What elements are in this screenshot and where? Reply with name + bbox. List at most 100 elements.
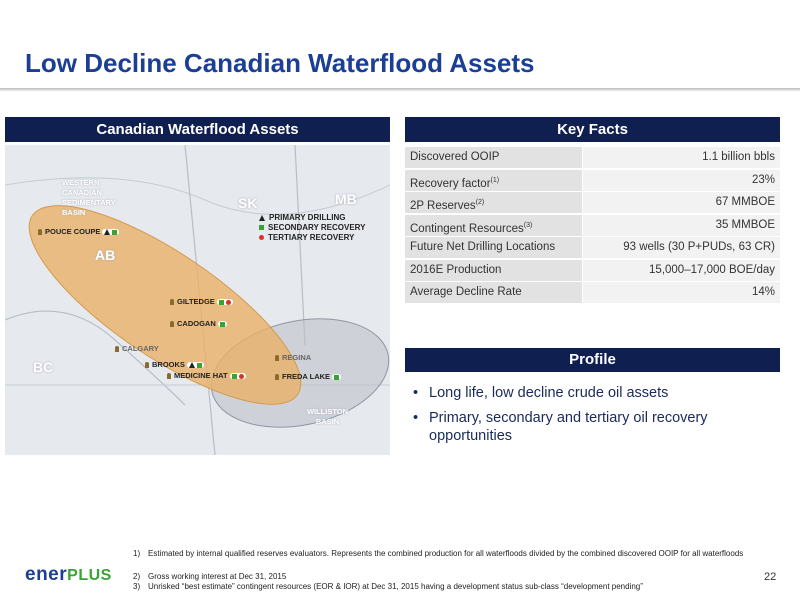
fact-label: Future Net Drilling Locations <box>410 241 556 253</box>
icon-sq <box>334 374 340 380</box>
slide-title: Low Decline Canadian Waterflood Assets <box>25 48 535 78</box>
title-rule <box>0 88 800 91</box>
fact-value: 15,000–17,000 BOE/day <box>583 259 780 281</box>
logo: enerPLUS <box>25 564 112 586</box>
footnote-text: Gross working interest at Dec 31, 2015 <box>148 572 287 581</box>
fact-label-cell: 2016E Production <box>405 259 582 281</box>
footnote-number: 3) <box>133 582 141 591</box>
footnote-text: Estimated by internal qualified reserves… <box>148 549 744 558</box>
bullet-text: Long life, low decline crude oil assets <box>429 385 669 401</box>
icon-sq <box>231 373 237 379</box>
place-label: REGINA <box>282 353 312 362</box>
fact-label: Discovered OOIP <box>410 151 500 163</box>
fact-label-cell: Recovery factor(1) <box>405 169 582 191</box>
logo-part: PLUS <box>67 567 112 584</box>
fact-value: 14% <box>583 282 780 303</box>
icon-sq <box>112 229 118 235</box>
fact-label-cell: Discovered OOIP <box>405 147 582 168</box>
legend-entry: PRIMARY DRILLING <box>258 213 345 222</box>
legend-label: SECONDARY RECOVERY <box>268 223 366 232</box>
fact-note: (2) <box>475 199 485 206</box>
region-label: MB <box>335 191 357 207</box>
footnote-text: Unrisked “best estimate” contingent reso… <box>148 582 643 591</box>
place-icons <box>216 299 233 306</box>
fact-label: 2016E Production <box>410 263 502 276</box>
legend-entry: TERTIARY RECOVERY <box>258 233 354 242</box>
place: CALGARY <box>115 344 159 353</box>
fact-row: 2016E Production 15,000–17,000 BOE/day <box>405 259 780 281</box>
place-icons <box>229 373 246 380</box>
place-pin <box>275 374 279 381</box>
fact-note: (3) <box>523 221 533 229</box>
place-icons <box>217 321 227 328</box>
place-label: FREDA LAKE <box>282 372 331 381</box>
icon-dot <box>259 235 264 241</box>
map-shapes <box>5 145 390 455</box>
place: FREDA LAKE <box>275 372 342 381</box>
place: POUCE COUPE <box>38 227 120 236</box>
bullet-dot: • <box>413 385 419 401</box>
place: GILTEDGE <box>170 297 233 306</box>
place-icons <box>332 374 342 381</box>
footnote-number: 2) <box>133 572 141 581</box>
icon-sq <box>196 362 202 368</box>
place-label: BROOKS <box>152 360 185 369</box>
fact-label: Recovery factor <box>410 177 491 190</box>
place-pin <box>170 321 174 328</box>
region-label: BC <box>33 359 54 375</box>
icon-tri <box>104 229 111 236</box>
fact-label-cell: Contingent Resources(3) <box>405 214 582 236</box>
bullet-text: Primary, secondary and tertiary oil reco… <box>429 410 708 444</box>
icon-sq <box>259 225 264 231</box>
fact-value: 1.1 billion bbls <box>583 147 780 168</box>
map-border <box>5 310 186 406</box>
fact-value: 23% <box>583 169 780 191</box>
icon-dot <box>238 373 244 379</box>
region-label: AB <box>95 247 116 263</box>
place: MEDICINE HAT <box>167 371 246 380</box>
waterflood-area <box>28 205 302 405</box>
fact-note: (1) <box>490 176 500 184</box>
icon-sq <box>218 299 224 305</box>
fact-value: 35 MMBOE <box>583 214 780 236</box>
legend-label: PRIMARY DRILLING <box>269 213 346 222</box>
place: REGINA <box>275 353 311 362</box>
fact-row: Average Decline Rate 14% <box>405 282 780 303</box>
region-label: WILLISTON BASIN <box>306 407 349 426</box>
footnote-number: 1) <box>133 549 141 558</box>
fact-label-cell: Future Net Drilling Locations <box>405 237 582 258</box>
fact-row: 2P Reserves(2) 67 MMBOE <box>405 192 780 213</box>
icon-dot <box>225 299 231 305</box>
fact-label-cell: 2P Reserves(2) <box>405 192 582 213</box>
page-number: 22 <box>764 571 777 583</box>
place-icons <box>102 229 120 236</box>
fact-label-cell: Average Decline Rate <box>405 282 582 303</box>
place-pin <box>145 362 149 369</box>
place-pin <box>38 229 42 236</box>
place-pin <box>275 355 279 362</box>
fact-row: Contingent Resources(3) 35 MMBOE <box>405 214 780 236</box>
place: CADOGAN <box>170 319 227 328</box>
legend-label: TERTIARY RECOVERY <box>268 233 355 242</box>
place-label: CADOGAN <box>177 319 216 328</box>
region-label: SK <box>238 195 258 211</box>
icon-tri <box>259 214 265 221</box>
place-label: MEDICINE HAT <box>174 371 228 380</box>
bullet-dot: • <box>413 410 419 426</box>
legend-entry: SECONDARY RECOVERY <box>258 223 366 232</box>
fact-row: Future Net Drilling Locations 93 wells (3… <box>405 237 780 258</box>
map-heading: Canadian Waterflood Assets <box>5 117 390 142</box>
map: WESTERN CANADIAN SEDIMENTARY BASIN SK MB… <box>5 145 390 455</box>
fact-row: Recovery factor(1) 23% <box>405 169 780 191</box>
map-border <box>294 145 306 346</box>
place-pin <box>170 299 174 306</box>
key-facts-heading: Key Facts <box>405 117 780 142</box>
icon-tri <box>188 362 195 369</box>
fact-label: Average Decline Rate <box>410 286 522 298</box>
place-pin <box>167 373 171 380</box>
fact-label: Contingent Resources <box>410 222 524 235</box>
profile-heading: Profile <box>405 348 780 372</box>
map-border <box>5 177 390 215</box>
place-label: GILTEDGE <box>177 297 215 306</box>
fact-label: 2P Reserves <box>410 199 476 212</box>
